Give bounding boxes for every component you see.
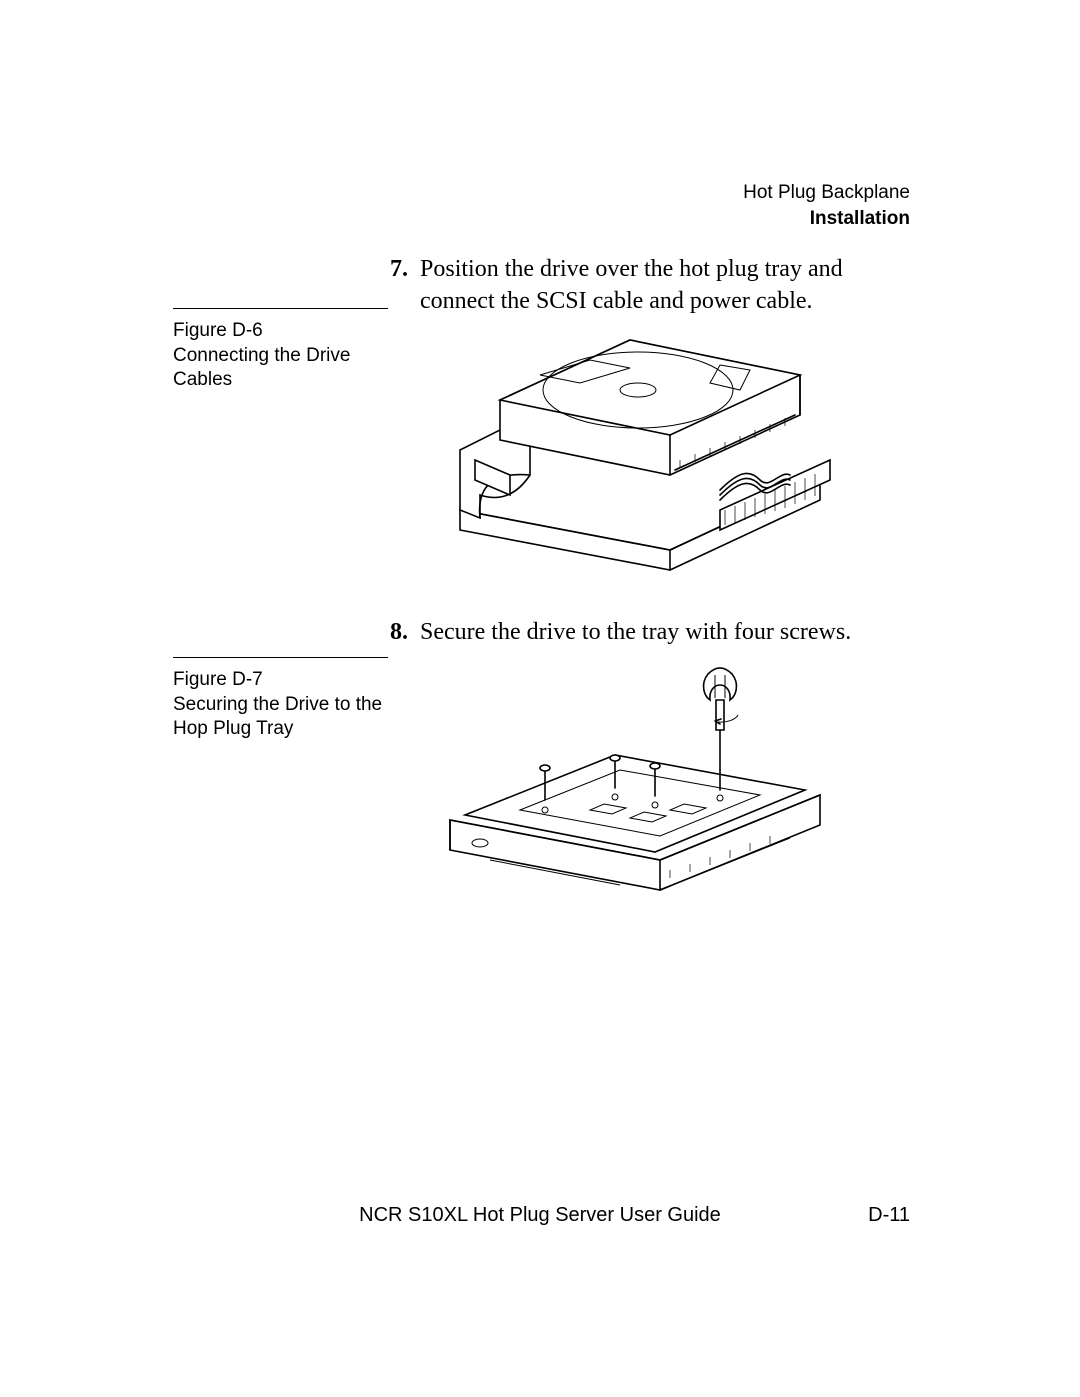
figure-d6-illustration [420, 320, 880, 580]
header-chapter: Hot Plug Backplane [743, 180, 910, 206]
step-7-text-line2: connect the SCSI cable and power cable. [390, 285, 915, 317]
step-8-number: 8. [390, 616, 420, 648]
step-7-number: 7. [390, 253, 420, 285]
figure-d6-title: Connecting the Drive Cables [173, 344, 388, 393]
step-8: 8.Secure the drive to the tray with four… [390, 616, 915, 648]
figure-d6-label: Figure D-6 [173, 319, 388, 344]
caption-rule [173, 657, 388, 658]
page: Hot Plug Backplane Installation 7.Positi… [0, 0, 1080, 1397]
figure-d6-caption: Figure D-6 Connecting the Drive Cables [173, 308, 388, 393]
page-footer: NCR S10XL Hot Plug Server User Guide [0, 1204, 1080, 1227]
figure-d7-caption: Figure D-7 Securing the Drive to the Hop… [173, 657, 388, 742]
caption-rule [173, 308, 388, 309]
footer-page-number: D-11 [868, 1204, 910, 1227]
footer-title: NCR S10XL Hot Plug Server User Guide [359, 1204, 721, 1227]
step-7-text-line1: Position the drive over the hot plug tra… [420, 256, 843, 282]
page-header: Hot Plug Backplane Installation [743, 180, 910, 231]
figure-d7-illustration [420, 660, 850, 920]
step-8-text: Secure the drive to the tray with four s… [420, 619, 851, 645]
step-7: 7.Position the drive over the hot plug t… [390, 253, 915, 318]
figure-d7-label: Figure D-7 [173, 668, 388, 693]
header-section: Installation [743, 206, 910, 232]
figure-d7-title: Securing the Drive to the Hop Plug Tray [173, 693, 388, 742]
